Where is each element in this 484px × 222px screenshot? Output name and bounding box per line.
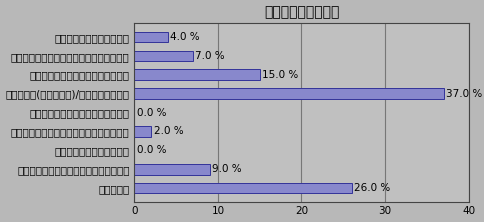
Text: 0.0 %: 0.0 % <box>136 107 166 117</box>
Bar <box>134 126 151 137</box>
Text: 37.0 %: 37.0 % <box>445 89 481 99</box>
Title: 【デジタルテレビ】: 【デジタルテレビ】 <box>263 6 338 20</box>
Text: 15.0 %: 15.0 % <box>262 70 298 80</box>
Bar <box>134 164 209 174</box>
Bar <box>134 51 193 61</box>
Text: 26.0 %: 26.0 % <box>353 183 390 193</box>
Text: 9.0 %: 9.0 % <box>212 164 241 174</box>
Bar <box>134 183 351 194</box>
Bar <box>134 88 442 99</box>
Text: 2.0 %: 2.0 % <box>153 127 183 137</box>
Text: 7.0 %: 7.0 % <box>195 51 225 61</box>
Text: 4.0 %: 4.0 % <box>170 32 199 42</box>
Bar <box>134 32 167 42</box>
Text: 0.0 %: 0.0 % <box>136 145 166 155</box>
Bar <box>134 69 259 80</box>
